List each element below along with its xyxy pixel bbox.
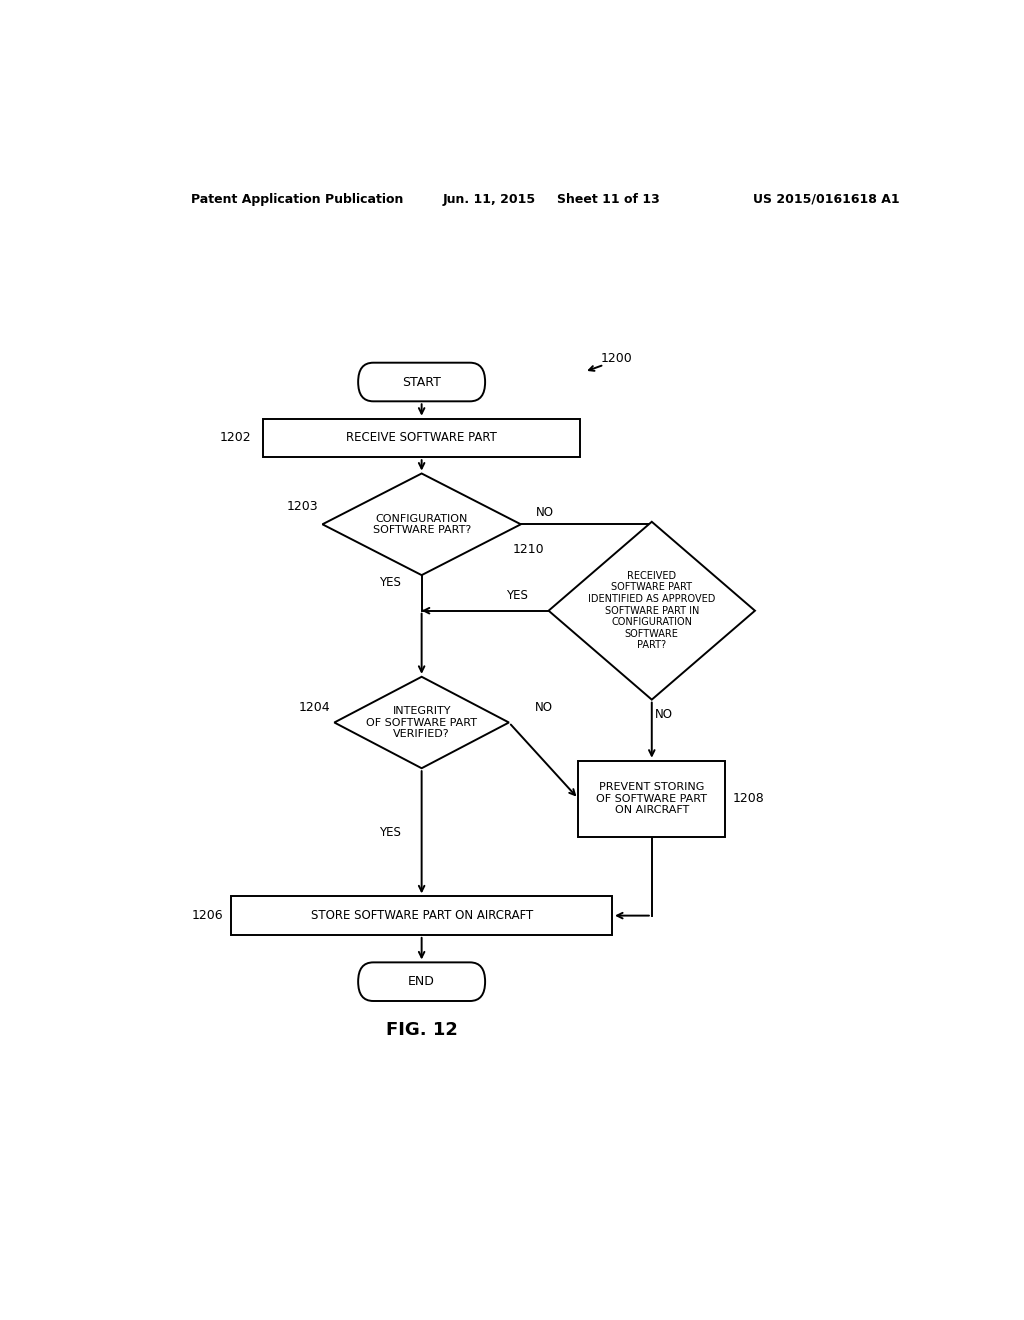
Text: Patent Application Publication: Patent Application Publication — [191, 193, 403, 206]
Polygon shape — [549, 521, 755, 700]
Text: START: START — [402, 375, 441, 388]
Text: Sheet 11 of 13: Sheet 11 of 13 — [557, 193, 659, 206]
Text: YES: YES — [379, 826, 400, 838]
Text: PREVENT STORING
OF SOFTWARE PART
ON AIRCRAFT: PREVENT STORING OF SOFTWARE PART ON AIRC… — [596, 783, 708, 816]
Bar — [231, 896, 612, 935]
Bar — [579, 760, 725, 837]
Polygon shape — [334, 677, 509, 768]
Text: 1210: 1210 — [513, 544, 545, 556]
Text: NO: NO — [535, 701, 553, 714]
Text: 1203: 1203 — [287, 499, 318, 512]
Text: YES: YES — [379, 577, 400, 589]
Text: INTEGRITY
OF SOFTWARE PART
VERIFIED?: INTEGRITY OF SOFTWARE PART VERIFIED? — [367, 706, 477, 739]
Text: Jun. 11, 2015: Jun. 11, 2015 — [442, 193, 536, 206]
FancyBboxPatch shape — [358, 962, 485, 1001]
Text: FIG. 12: FIG. 12 — [386, 1022, 458, 1039]
Text: CONFIGURATION
SOFTWARE PART?: CONFIGURATION SOFTWARE PART? — [373, 513, 471, 535]
Bar — [263, 418, 581, 457]
Text: 1200: 1200 — [600, 352, 632, 366]
Text: NO: NO — [654, 709, 673, 721]
FancyBboxPatch shape — [358, 363, 485, 401]
Text: YES: YES — [506, 589, 527, 602]
Text: 1208: 1208 — [733, 792, 765, 805]
Text: 1202: 1202 — [219, 432, 251, 445]
Text: END: END — [409, 975, 435, 989]
Text: 1206: 1206 — [191, 909, 223, 923]
Text: 1204: 1204 — [299, 701, 331, 714]
Text: NO: NO — [536, 506, 554, 519]
Text: RECEIVE SOFTWARE PART: RECEIVE SOFTWARE PART — [346, 432, 497, 445]
Polygon shape — [323, 474, 521, 576]
Text: RECEIVED
SOFTWARE PART
IDENTIFIED AS APPROVED
SOFTWARE PART IN
CONFIGURATION
SOF: RECEIVED SOFTWARE PART IDENTIFIED AS APP… — [588, 570, 716, 651]
Text: STORE SOFTWARE PART ON AIRCRAFT: STORE SOFTWARE PART ON AIRCRAFT — [310, 909, 532, 923]
Text: US 2015/0161618 A1: US 2015/0161618 A1 — [753, 193, 900, 206]
